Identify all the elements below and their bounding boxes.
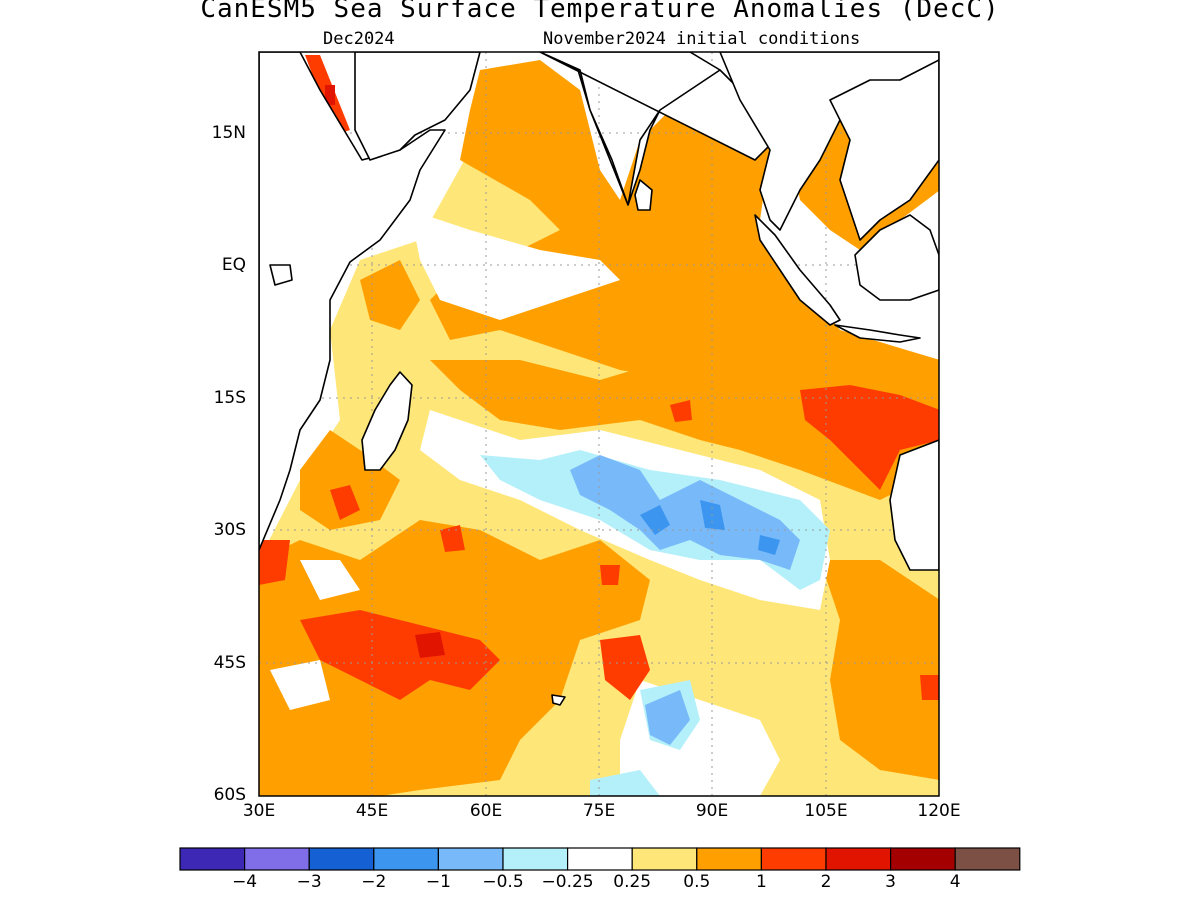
arabia-landmass (354, 52, 481, 161)
indochina-landmass (829, 59, 939, 241)
x-tick-label: 75E (582, 801, 616, 821)
africa-landmass (259, 52, 446, 551)
y-tick-label: 45S (213, 653, 246, 673)
init-conditions-label: November2024 initial conditions (543, 29, 861, 49)
map-frame (258, 51, 940, 797)
colorbar-label: −0.25 (541, 872, 594, 892)
x-tick-label: 90E (695, 801, 729, 821)
y-tick-label: 15N (211, 123, 246, 143)
kerguelen-island (551, 694, 566, 706)
madagascar-island (361, 371, 413, 471)
australia-landmass (889, 439, 939, 571)
x-tick-label: 45E (355, 801, 389, 821)
colorbar (179, 847, 1021, 871)
colorbar-swatch (954, 847, 1021, 871)
colorbar-label: 1 (755, 872, 767, 892)
colorbar-label: −2 (361, 872, 387, 892)
colorbar-label: 0.25 (613, 872, 652, 892)
colorbar-label: 0.5 (683, 872, 711, 892)
colorbar-swatch (760, 847, 827, 871)
colorbar-label: −4 (232, 872, 258, 892)
y-tick-label: 15S (213, 388, 246, 408)
colorbar-swatch (566, 847, 633, 871)
colorbar-swatch (437, 847, 504, 871)
lake-victoria (269, 264, 293, 286)
colorbar-swatch (308, 847, 375, 871)
colorbar-label: 3 (885, 872, 896, 892)
sumatra-island (754, 214, 841, 326)
colorbar-swatch (696, 847, 762, 871)
java-island (834, 324, 921, 343)
y-tick-label: 60S (213, 785, 246, 805)
valid-month-label: Dec2024 (323, 29, 395, 49)
colorbar-swatch (179, 847, 246, 871)
colorbar-label: 2 (820, 872, 832, 892)
y-tick-label: 30S (213, 520, 246, 540)
map-title: CanESM5 Sea Surface Temperature Anomalie… (200, 0, 1000, 24)
y-tick-label: EQ (221, 255, 246, 275)
colorbar-label: −0.5 (482, 872, 524, 892)
x-tick-label: 60E (469, 801, 503, 821)
colorbar-swatch (631, 847, 698, 871)
colorbar-swatch (244, 847, 310, 871)
colorbar-swatch (825, 847, 892, 871)
colorbar-label: 4 (949, 872, 961, 892)
colorbar-label: −3 (296, 872, 322, 892)
x-tick-label: 105E (804, 801, 848, 821)
x-tick-label: 120E (917, 801, 961, 821)
colorbar-swatch (889, 847, 956, 871)
coastlines (259, 52, 939, 706)
borneo-island (854, 214, 939, 301)
colorbar-swatch (373, 847, 439, 871)
colorbar-swatch (502, 847, 569, 871)
colorbar-label: −1 (425, 872, 451, 892)
x-tick-label: 30E (242, 801, 276, 821)
sri-lanka-island (634, 179, 653, 211)
